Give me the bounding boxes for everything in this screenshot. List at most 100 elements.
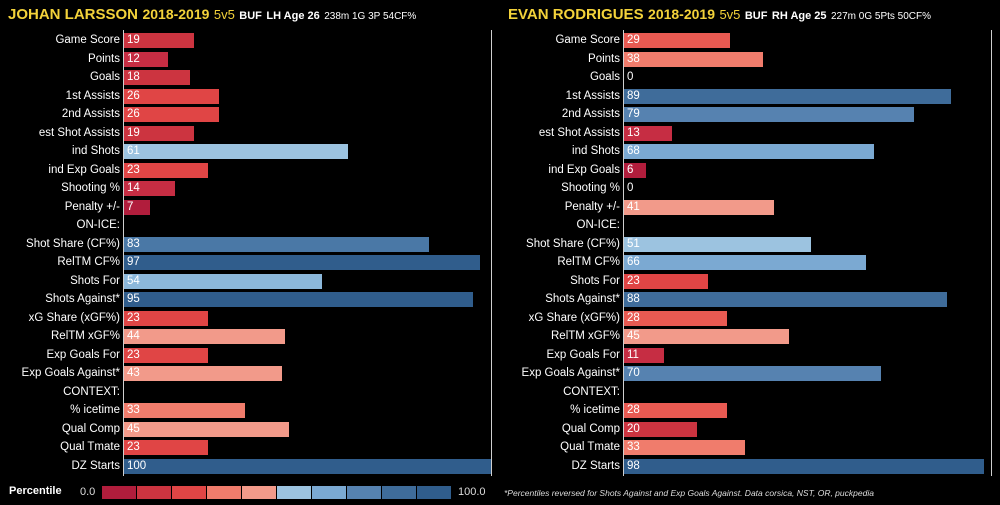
- percentile-bar: [624, 366, 881, 381]
- left-axis-line: [123, 30, 124, 476]
- percentile-value: 45: [127, 422, 140, 435]
- percentile-bar: [124, 181, 176, 196]
- percentile-bar: [124, 292, 473, 307]
- metric-row: RelTM CF% 66: [500, 254, 994, 271]
- player-name: JOHAN LARSSON: [8, 6, 139, 23]
- percentile-bar: [624, 273, 709, 289]
- percentile-bar: [624, 88, 951, 104]
- percentile-bar: [624, 292, 947, 307]
- metric-label: ind Shots: [572, 145, 620, 157]
- percentile-bar: [124, 162, 209, 178]
- metric-row: CONTEXT:: [0, 384, 494, 401]
- metric-label: Points: [588, 52, 620, 65]
- percentile-bar: [124, 125, 194, 141]
- metric-row: Exp Goals Against* 70: [500, 365, 994, 382]
- percentile-bar: [124, 70, 191, 85]
- metric-label: ind Exp Goals: [548, 163, 620, 176]
- percentile-value: 44: [127, 330, 140, 342]
- metric-row: Qual Tmate 23: [0, 439, 494, 456]
- percentile-bar: [124, 403, 246, 418]
- percentile-bar: [124, 440, 209, 455]
- season: 2018-2019: [648, 6, 715, 22]
- percentile-value: 66: [627, 256, 640, 268]
- left-axis-line: [623, 30, 624, 476]
- percentile-bar: [124, 255, 480, 270]
- percentile-value: 13: [627, 126, 640, 139]
- metric-row: % icetime 33: [0, 402, 494, 419]
- percentile-value: 88: [627, 293, 640, 305]
- percentile-value: 33: [627, 441, 640, 453]
- metric-label: 2nd Assists: [61, 108, 120, 120]
- metric-label: CONTEXT:: [563, 385, 620, 398]
- metric-row: RelTM CF% 97: [0, 254, 494, 271]
- percentile-bar: [124, 33, 194, 48]
- metric-label: Points: [88, 52, 120, 65]
- percentile-bar: [124, 51, 169, 67]
- metric-label: Shooting %: [561, 182, 620, 194]
- percentile-bar: [624, 125, 672, 141]
- metric-label: DZ Starts: [571, 459, 620, 472]
- summary-stats: 227m 0G 5Pts 50CF%: [830, 11, 932, 22]
- legend-title: Percentile: [9, 485, 62, 497]
- percentile-value: 14: [127, 182, 140, 194]
- metric-row: Shooting % 14: [0, 180, 494, 197]
- metric-label: Shots For: [70, 274, 120, 287]
- percentile-value: 26: [127, 108, 140, 120]
- metric-row: Qual Tmate 33: [500, 439, 994, 456]
- metric-label: Shots Against*: [545, 293, 620, 305]
- percentile-bar: [624, 236, 812, 252]
- percentile-value: 26: [127, 89, 140, 102]
- metric-row: est Shot Assists 19: [0, 125, 494, 142]
- team: BUF: [744, 10, 768, 22]
- percentile-bar: [124, 88, 220, 104]
- metric-label: ON-ICE:: [76, 219, 120, 231]
- percentile-bar: [624, 329, 790, 344]
- metric-row: est Shot Assists 13: [500, 125, 994, 142]
- metric-row: DZ Starts 98: [500, 458, 994, 475]
- legend-swatch: [102, 486, 136, 499]
- left-player-header: JOHAN LARSSON 2018-2019 5v5 BUF LH Age 2…: [8, 6, 416, 24]
- metric-label: % icetime: [70, 404, 120, 416]
- metric-row: Shots Against* 88: [500, 291, 994, 308]
- percentile-bar: [624, 347, 665, 363]
- percentile-value: 29: [627, 34, 640, 46]
- metric-label: 2nd Assists: [561, 108, 620, 120]
- footnote: *Percentiles reversed for Shots Against …: [504, 488, 874, 498]
- percentile-value: 28: [627, 404, 640, 416]
- percentile-value: 54: [127, 274, 140, 287]
- percentile-value: 7: [127, 200, 134, 213]
- metric-label: RelTM xGF%: [51, 330, 120, 342]
- metric-row: Exp Goals Against* 43: [0, 365, 494, 382]
- percentile-bar: [624, 403, 727, 418]
- percentile-value: 28: [627, 311, 640, 324]
- percentile-bar: [624, 255, 867, 270]
- percentile-bar: [624, 310, 727, 326]
- metric-row: Penalty +/- 7: [0, 199, 494, 216]
- summary-stats: 238m 1G 3P 54CF%: [324, 11, 417, 22]
- legend-swatch: [312, 486, 346, 499]
- metric-label: 1st Assists: [565, 89, 620, 102]
- percentile-value: 83: [127, 237, 140, 250]
- metric-label: Game Score: [555, 34, 620, 46]
- percentile-value: 19: [127, 34, 140, 46]
- metric-row: Penalty +/- 41: [500, 199, 994, 216]
- metric-row: Shots For 23: [500, 273, 994, 290]
- percentile-value: 23: [127, 311, 140, 324]
- percentile-bar: [124, 199, 150, 215]
- metric-label: ind Exp Goals: [48, 163, 120, 176]
- percentile-value: 23: [127, 163, 140, 176]
- strength: 5v5: [213, 7, 235, 22]
- metric-row: Goals 0: [500, 69, 994, 86]
- percentile-value: 51: [627, 237, 640, 250]
- percentile-bar: [124, 236, 429, 252]
- metric-row: 2nd Assists 79: [500, 106, 994, 123]
- metric-row: RelTM xGF% 45: [500, 328, 994, 345]
- metric-label: est Shot Assists: [38, 126, 120, 139]
- percentile-value: 79: [627, 108, 640, 120]
- percentile-bar: [124, 273, 323, 289]
- player-name: EVAN RODRIGUES: [508, 6, 644, 23]
- right-player-header: EVAN RODRIGUES 2018-2019 5v5 BUF RH Age …: [508, 6, 931, 24]
- percentile-value: 38: [627, 52, 640, 65]
- metric-label: ON-ICE:: [576, 219, 620, 231]
- metric-label: Qual Comp: [61, 422, 120, 435]
